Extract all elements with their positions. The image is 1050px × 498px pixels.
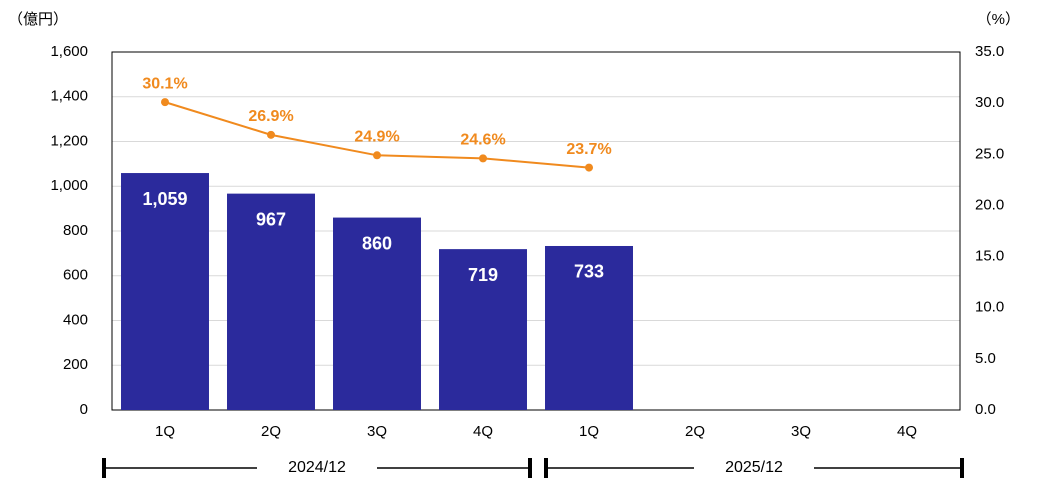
- y-tick-label: 400: [63, 311, 88, 328]
- y-tick-label: 0: [80, 401, 88, 418]
- x-tick-label: 2Q: [685, 423, 705, 440]
- y2-tick-label: 25.0: [975, 145, 1004, 162]
- bar: [121, 173, 209, 410]
- x-tick-label: 1Q: [579, 423, 599, 440]
- bar-label: 967: [256, 209, 286, 229]
- y-tick-label: 1,200: [50, 132, 88, 149]
- bar: [227, 193, 315, 410]
- x-tick-label: 3Q: [367, 423, 387, 440]
- x-tick-label: 4Q: [897, 423, 917, 440]
- y-tick-label: 800: [63, 222, 88, 239]
- group-label: 2025/12: [725, 459, 783, 476]
- y2-tick-label: 0.0: [975, 401, 996, 418]
- bar: [333, 217, 421, 410]
- y-tick-label: 1,600: [50, 43, 88, 60]
- line-marker: [479, 154, 487, 163]
- line-marker: [267, 130, 275, 139]
- y2-tick-label: 35.0: [975, 43, 1004, 60]
- line-marker: [585, 163, 593, 172]
- y2-tick-label: 15.0: [975, 248, 1004, 265]
- line-label: 24.6%: [460, 132, 505, 149]
- bar: [439, 249, 527, 410]
- y-tick-label: 1,000: [50, 177, 88, 194]
- x-tick-label: 3Q: [791, 423, 811, 440]
- line-marker: [373, 151, 381, 160]
- line-label: 23.7%: [566, 141, 611, 158]
- x-tick-label: 2Q: [261, 423, 281, 440]
- bar-label: 1,059: [142, 189, 187, 209]
- y-tick-label: 1,400: [50, 88, 88, 105]
- group-label: 2024/12: [288, 459, 346, 476]
- plot-border: [111, 51, 961, 411]
- bar-label: 733: [574, 262, 604, 282]
- x-tick-label: 1Q: [155, 423, 175, 440]
- x-tick-label: 4Q: [473, 423, 493, 440]
- line-label: 26.9%: [248, 108, 293, 125]
- bar-label: 860: [362, 233, 392, 253]
- y2-tick-label: 30.0: [975, 94, 1004, 111]
- bar-label: 719: [468, 265, 498, 285]
- line-label: 30.1%: [142, 75, 187, 92]
- y-unit: （億円）: [8, 11, 68, 28]
- y2-tick-label: 10.0: [975, 299, 1004, 316]
- line-label: 24.9%: [354, 129, 399, 146]
- bar: [545, 245, 633, 410]
- line-marker: [161, 98, 169, 107]
- y2-tick-label: 20.0: [975, 196, 1004, 213]
- y-tick-label: 600: [63, 267, 88, 284]
- y2-tick-label: 5.0: [975, 350, 996, 367]
- y2-unit: （%）: [977, 11, 1020, 28]
- y-tick-label: 200: [63, 356, 88, 373]
